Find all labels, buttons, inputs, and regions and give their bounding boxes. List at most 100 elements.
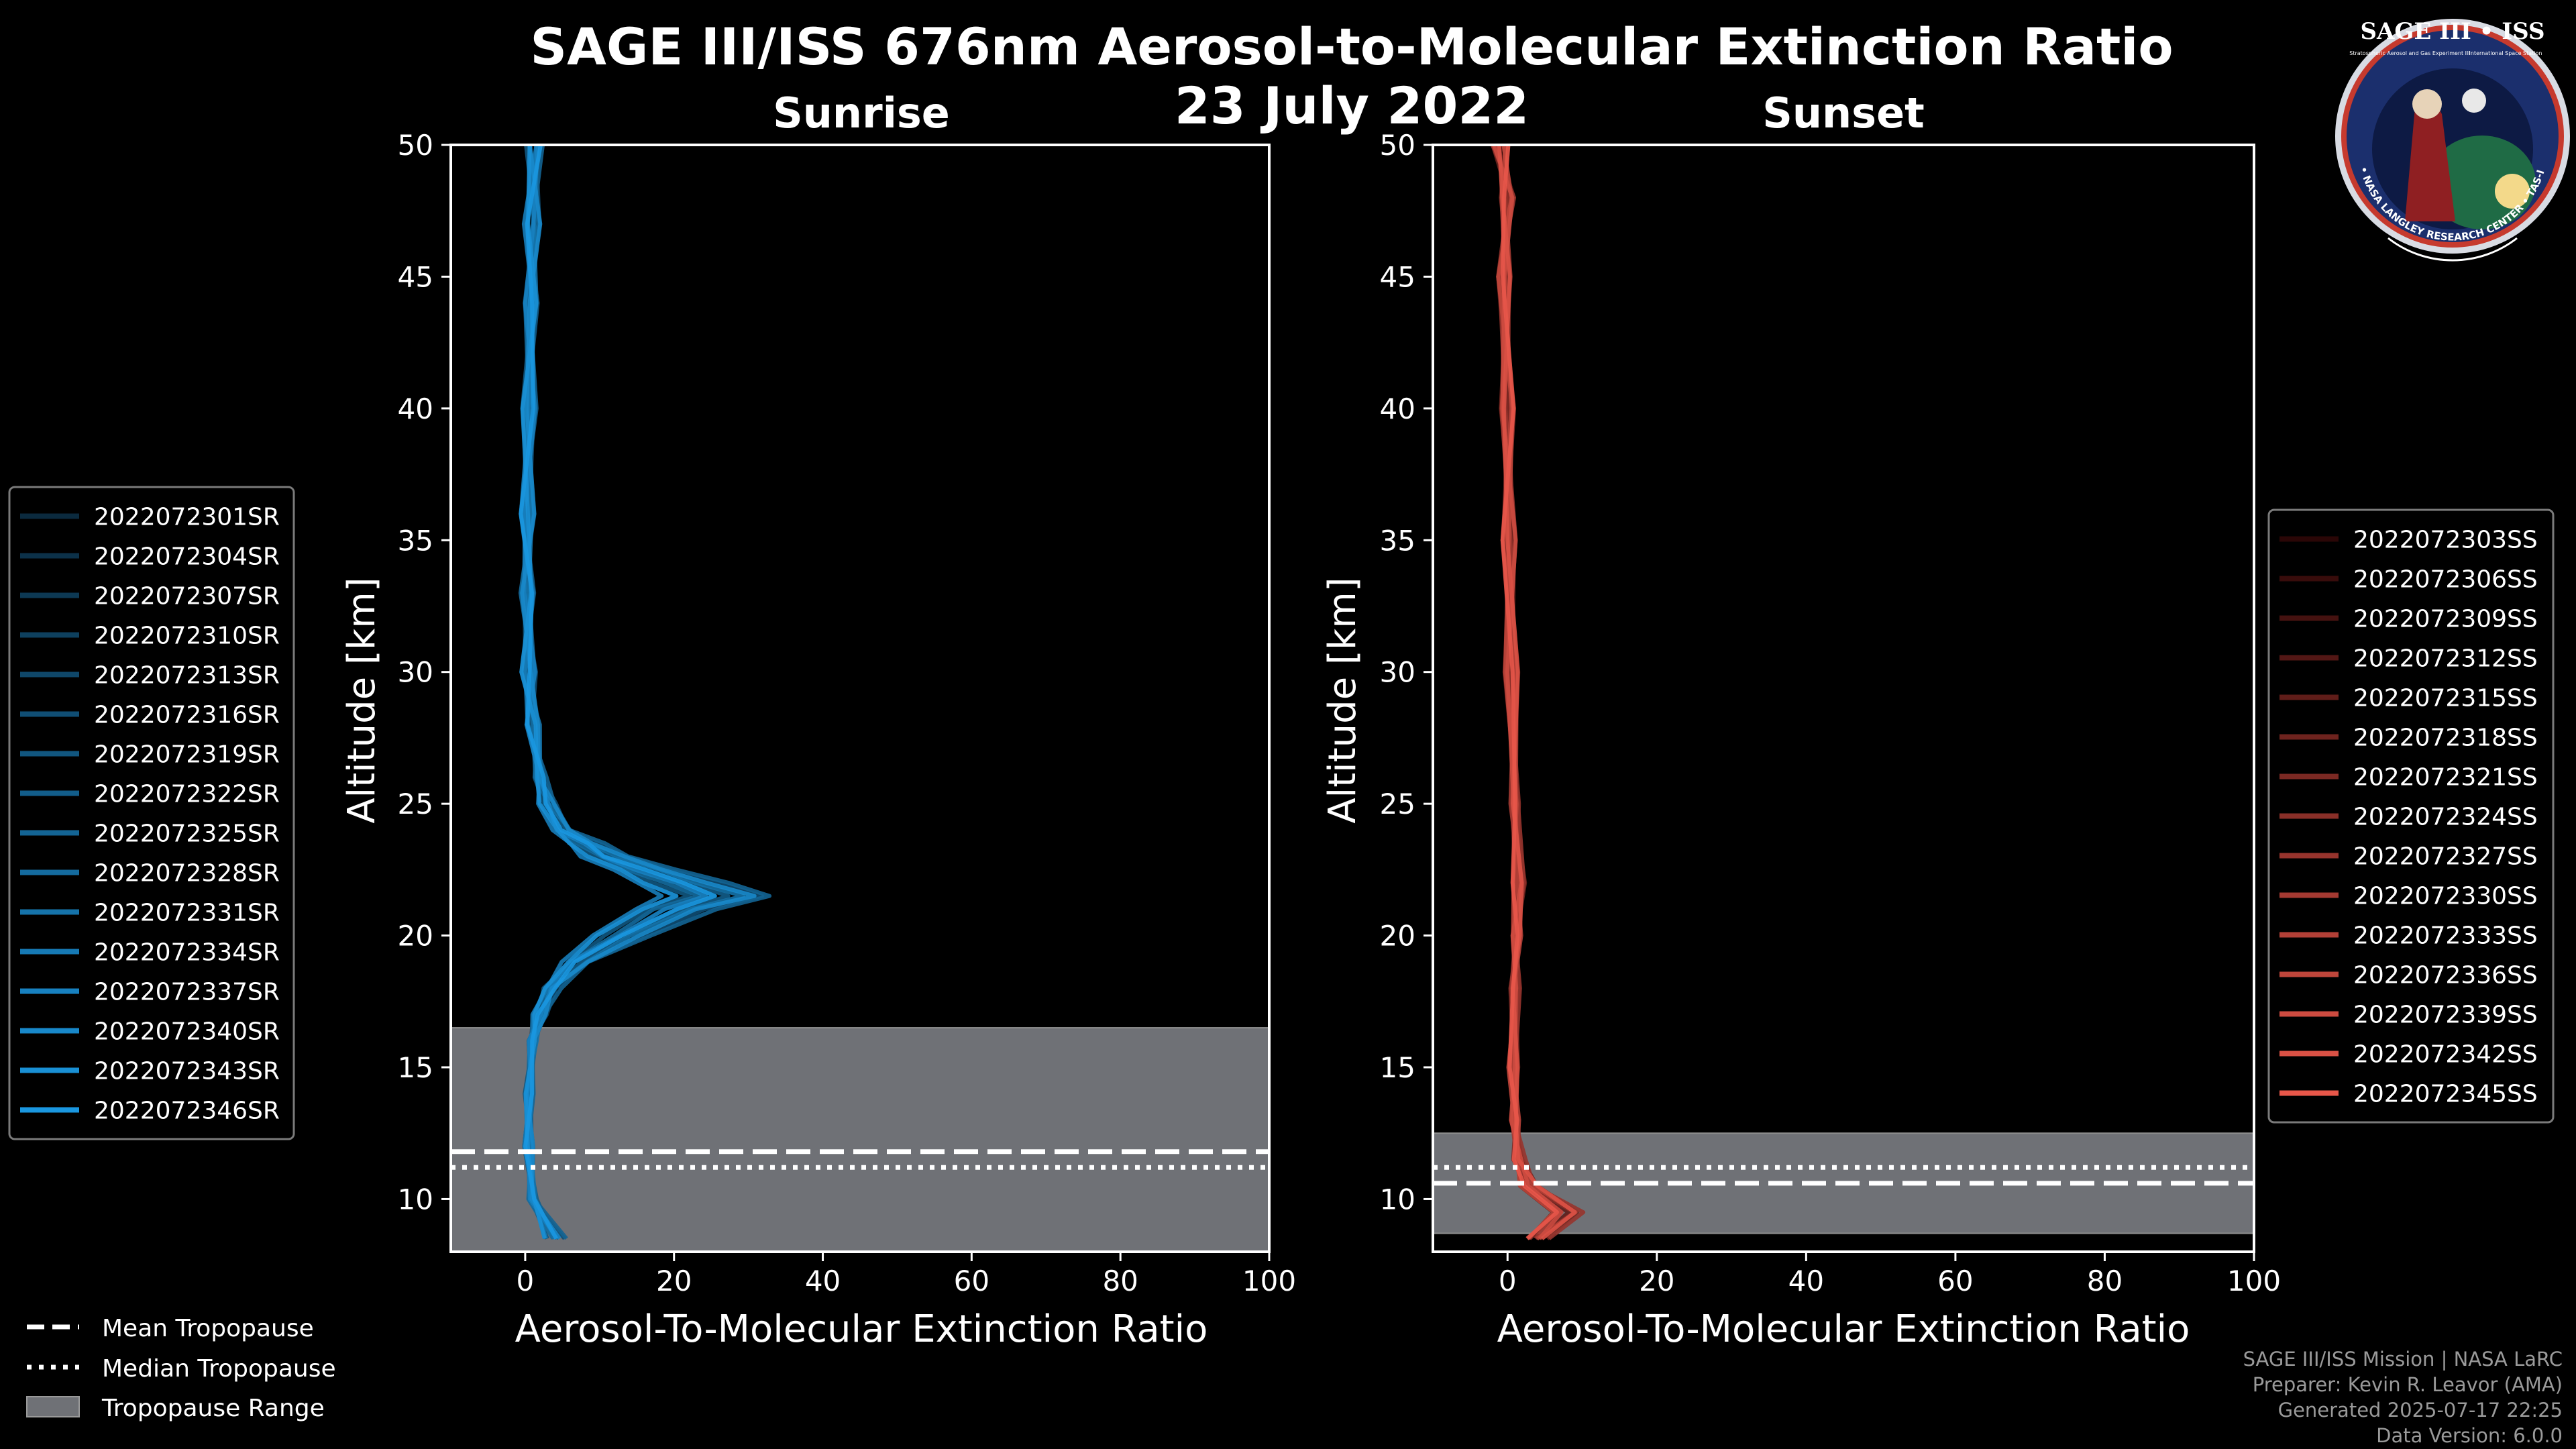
sunrise-tropopause-range: [450, 1027, 1270, 1252]
sunset-ytick-label: 10: [1380, 1183, 1415, 1216]
sunrise-title: Sunrise: [773, 89, 950, 138]
tropopause-legend: Mean Tropopause Median Tropopause Tropop…: [26, 1315, 336, 1422]
credit-mission: SAGE III/ISS Mission | NASA LaRC: [2243, 1348, 2563, 1371]
sunset-ytick-label: 20: [1380, 920, 1415, 953]
sunrise-legend-label: 2022072331SR: [94, 900, 280, 927]
sunrise-xtick-label: 100: [1242, 1265, 1296, 1297]
sunrise-ylabel: Altitude [km]: [340, 577, 384, 823]
sunset-legend-label: 2022072309SS: [2353, 606, 2538, 633]
sunrise-legend-label: 2022072313SR: [94, 662, 280, 690]
sunset-legend-label: 2022072342SS: [2353, 1041, 2538, 1069]
sunrise-ytick-label: 10: [398, 1183, 433, 1216]
logo-red-border: [2341, 25, 2564, 248]
sunset-xtick-label: 60: [1937, 1265, 1973, 1297]
sunset-series-line: [1500, 144, 1559, 1240]
sunrise-legend-label: 2022072310SR: [94, 623, 280, 650]
sunset-title: Sunset: [1762, 89, 1925, 138]
sunrise-panel: Sunrise Aerosol-To-Molecular Extinction …: [340, 89, 1296, 1351]
sunrise-legend-label: 2022072343SR: [94, 1058, 280, 1085]
sunrise-legend-label: 2022072319SR: [94, 741, 280, 769]
sunrise-legend-label: 2022072334SR: [94, 939, 280, 967]
sunset-legend-label: 2022072321SS: [2353, 764, 2538, 792]
sunrise-xtick-label: 40: [805, 1265, 841, 1297]
sunset-axes-frame: [1432, 144, 2255, 1253]
sunset-legend-label: 2022072315SS: [2353, 685, 2538, 712]
sunrise-legend-label: 2022072301SR: [94, 504, 280, 531]
sunrise-axes-frame: [449, 144, 1271, 1253]
sunset-xtick-label: 0: [1499, 1265, 1517, 1297]
credit-preparer: Preparer: Kevin R. Leavor (AMA): [2253, 1373, 2563, 1396]
sunset-legend-label: 2022072312SS: [2353, 645, 2538, 673]
sunrise-xtick-label: 20: [656, 1265, 692, 1297]
sunset-ytick-label: 30: [1380, 656, 1415, 689]
sunrise-ytick-label: 50: [398, 129, 433, 162]
sunset-legend-label: 2022072330SS: [2353, 883, 2538, 910]
logo-subtitle-right: International Space Station: [2469, 50, 2542, 56]
sunset-xtick-label: 40: [1788, 1265, 1824, 1297]
sunrise-ytick-label: 25: [398, 788, 433, 820]
sunset-legend-label: 2022072318SS: [2353, 724, 2538, 752]
sun-icon: [2495, 174, 2530, 209]
logo-ring-band: [2387, 237, 2518, 262]
sunrise-ytick-label: 30: [398, 656, 433, 689]
astronomer-face-icon: [2412, 89, 2442, 119]
sunrise-xtick-label: 0: [517, 1265, 535, 1297]
sunset-legend-label: 2022072345SS: [2353, 1081, 2538, 1108]
sunrise-marks: 0 20 40 60 80 100 10 15 20 25 30 35 40 45 50: [398, 129, 1297, 1297]
sunrise-legend-label: 2022072337SR: [94, 979, 280, 1006]
sunset-legend-label: 2022072333SS: [2353, 922, 2538, 950]
sunset-legend-label: 2022072327SS: [2353, 843, 2538, 871]
sunrise-ytick-label: 40: [398, 392, 433, 425]
sunset-ytick-label: 25: [1380, 788, 1415, 820]
sunset-marks: 0 20 40 60 80 100 10 15 20 25 30 35 40 45 50: [1380, 129, 2282, 1297]
sunset-ytick-label: 35: [1380, 524, 1415, 557]
legend-mean-label: Mean Tropopause: [102, 1315, 314, 1342]
sunset-xtick-label: 20: [1639, 1265, 1674, 1297]
credit-generated: Generated 2025-07-17 22:25: [2278, 1399, 2563, 1421]
moon-icon: [2462, 89, 2486, 113]
sunset-legend-label: 2022072324SS: [2353, 804, 2538, 831]
sunrise-legend: 2022072301SR 2022072304SR 2022072307SR 2022…: [8, 486, 295, 1140]
sunset-xlabel: Aerosol-To-Molecular Extinction Ratio: [1497, 1307, 2190, 1351]
sunrise-ytick-label: 15: [398, 1051, 433, 1084]
legend-range-label: Tropopause Range: [101, 1395, 325, 1422]
sunset-ytick-label: 40: [1380, 392, 1415, 425]
sunrise-legend-label: 2022072316SR: [94, 702, 280, 729]
logo-name: SAGE III • ISS: [2360, 18, 2544, 45]
sunset-ytick-label: 50: [1380, 129, 1415, 162]
sunset-ytick-label: 15: [1380, 1051, 1415, 1084]
sunrise-xtick-label: 80: [1102, 1265, 1138, 1297]
sunset-legend-label: 2022072303SS: [2353, 527, 2538, 554]
sunrise-legend-frame: [8, 486, 295, 1140]
sunrise-legend-label: 2022072307SR: [94, 583, 280, 610]
sunset-legend-label: 2022072306SS: [2353, 566, 2538, 594]
sunset-ytick-label: 45: [1380, 260, 1415, 293]
sunrise-legend-label: 2022072304SR: [94, 543, 280, 571]
sunrise-legend-label: 2022072340SR: [94, 1018, 280, 1046]
sunrise-legend-label: 2022072346SR: [94, 1097, 280, 1125]
sunset-panel: Sunset Aerosol-To-Molecular Extinction R…: [1321, 89, 2281, 1351]
sunset-xtick-label: 100: [2227, 1265, 2281, 1297]
credit-version: Data Version: 6.0.0: [2376, 1424, 2563, 1447]
sunrise-series-line: [519, 144, 717, 1240]
sunrise-legend-label: 2022072328SR: [94, 860, 280, 888]
astronomer-icon: [2405, 102, 2455, 221]
sunrise-legend-label: 2022072322SR: [94, 781, 280, 808]
legend-median-label: Median Tropopause: [102, 1355, 336, 1383]
sunrise-xtick-label: 60: [954, 1265, 989, 1297]
sunset-legend: 2022072303SS 2022072306SS 2022072309SS 2022…: [2267, 508, 2555, 1124]
credits: SAGE III/ISS Mission | NASA LaRC Prepare…: [2243, 1348, 2563, 1447]
sunrise-legend-label: 2022072325SR: [94, 820, 280, 848]
sunrise-xlabel: Aerosol-To-Molecular Extinction Ratio: [515, 1307, 1208, 1351]
sunset-legend-label: 2022072339SS: [2353, 1002, 2538, 1029]
sunrise-ytick-label: 45: [398, 260, 433, 293]
logo-subtitle-left: Stratospheric Aerosol and Gas Experiment…: [2349, 50, 2469, 56]
chart-date: 23 July 2022: [1175, 76, 1529, 136]
sunset-legend-label: 2022072336SS: [2353, 962, 2538, 989]
sunrise-ytick-label: 20: [398, 920, 433, 953]
sunset-xtick-label: 80: [2087, 1265, 2123, 1297]
sunset-ylabel: Altitude [km]: [1321, 577, 1364, 823]
chart-title: SAGE III/ISS 676nm Aerosol-to-Molecular …: [530, 17, 2173, 76]
sunset-legend-frame: [2267, 508, 2555, 1124]
